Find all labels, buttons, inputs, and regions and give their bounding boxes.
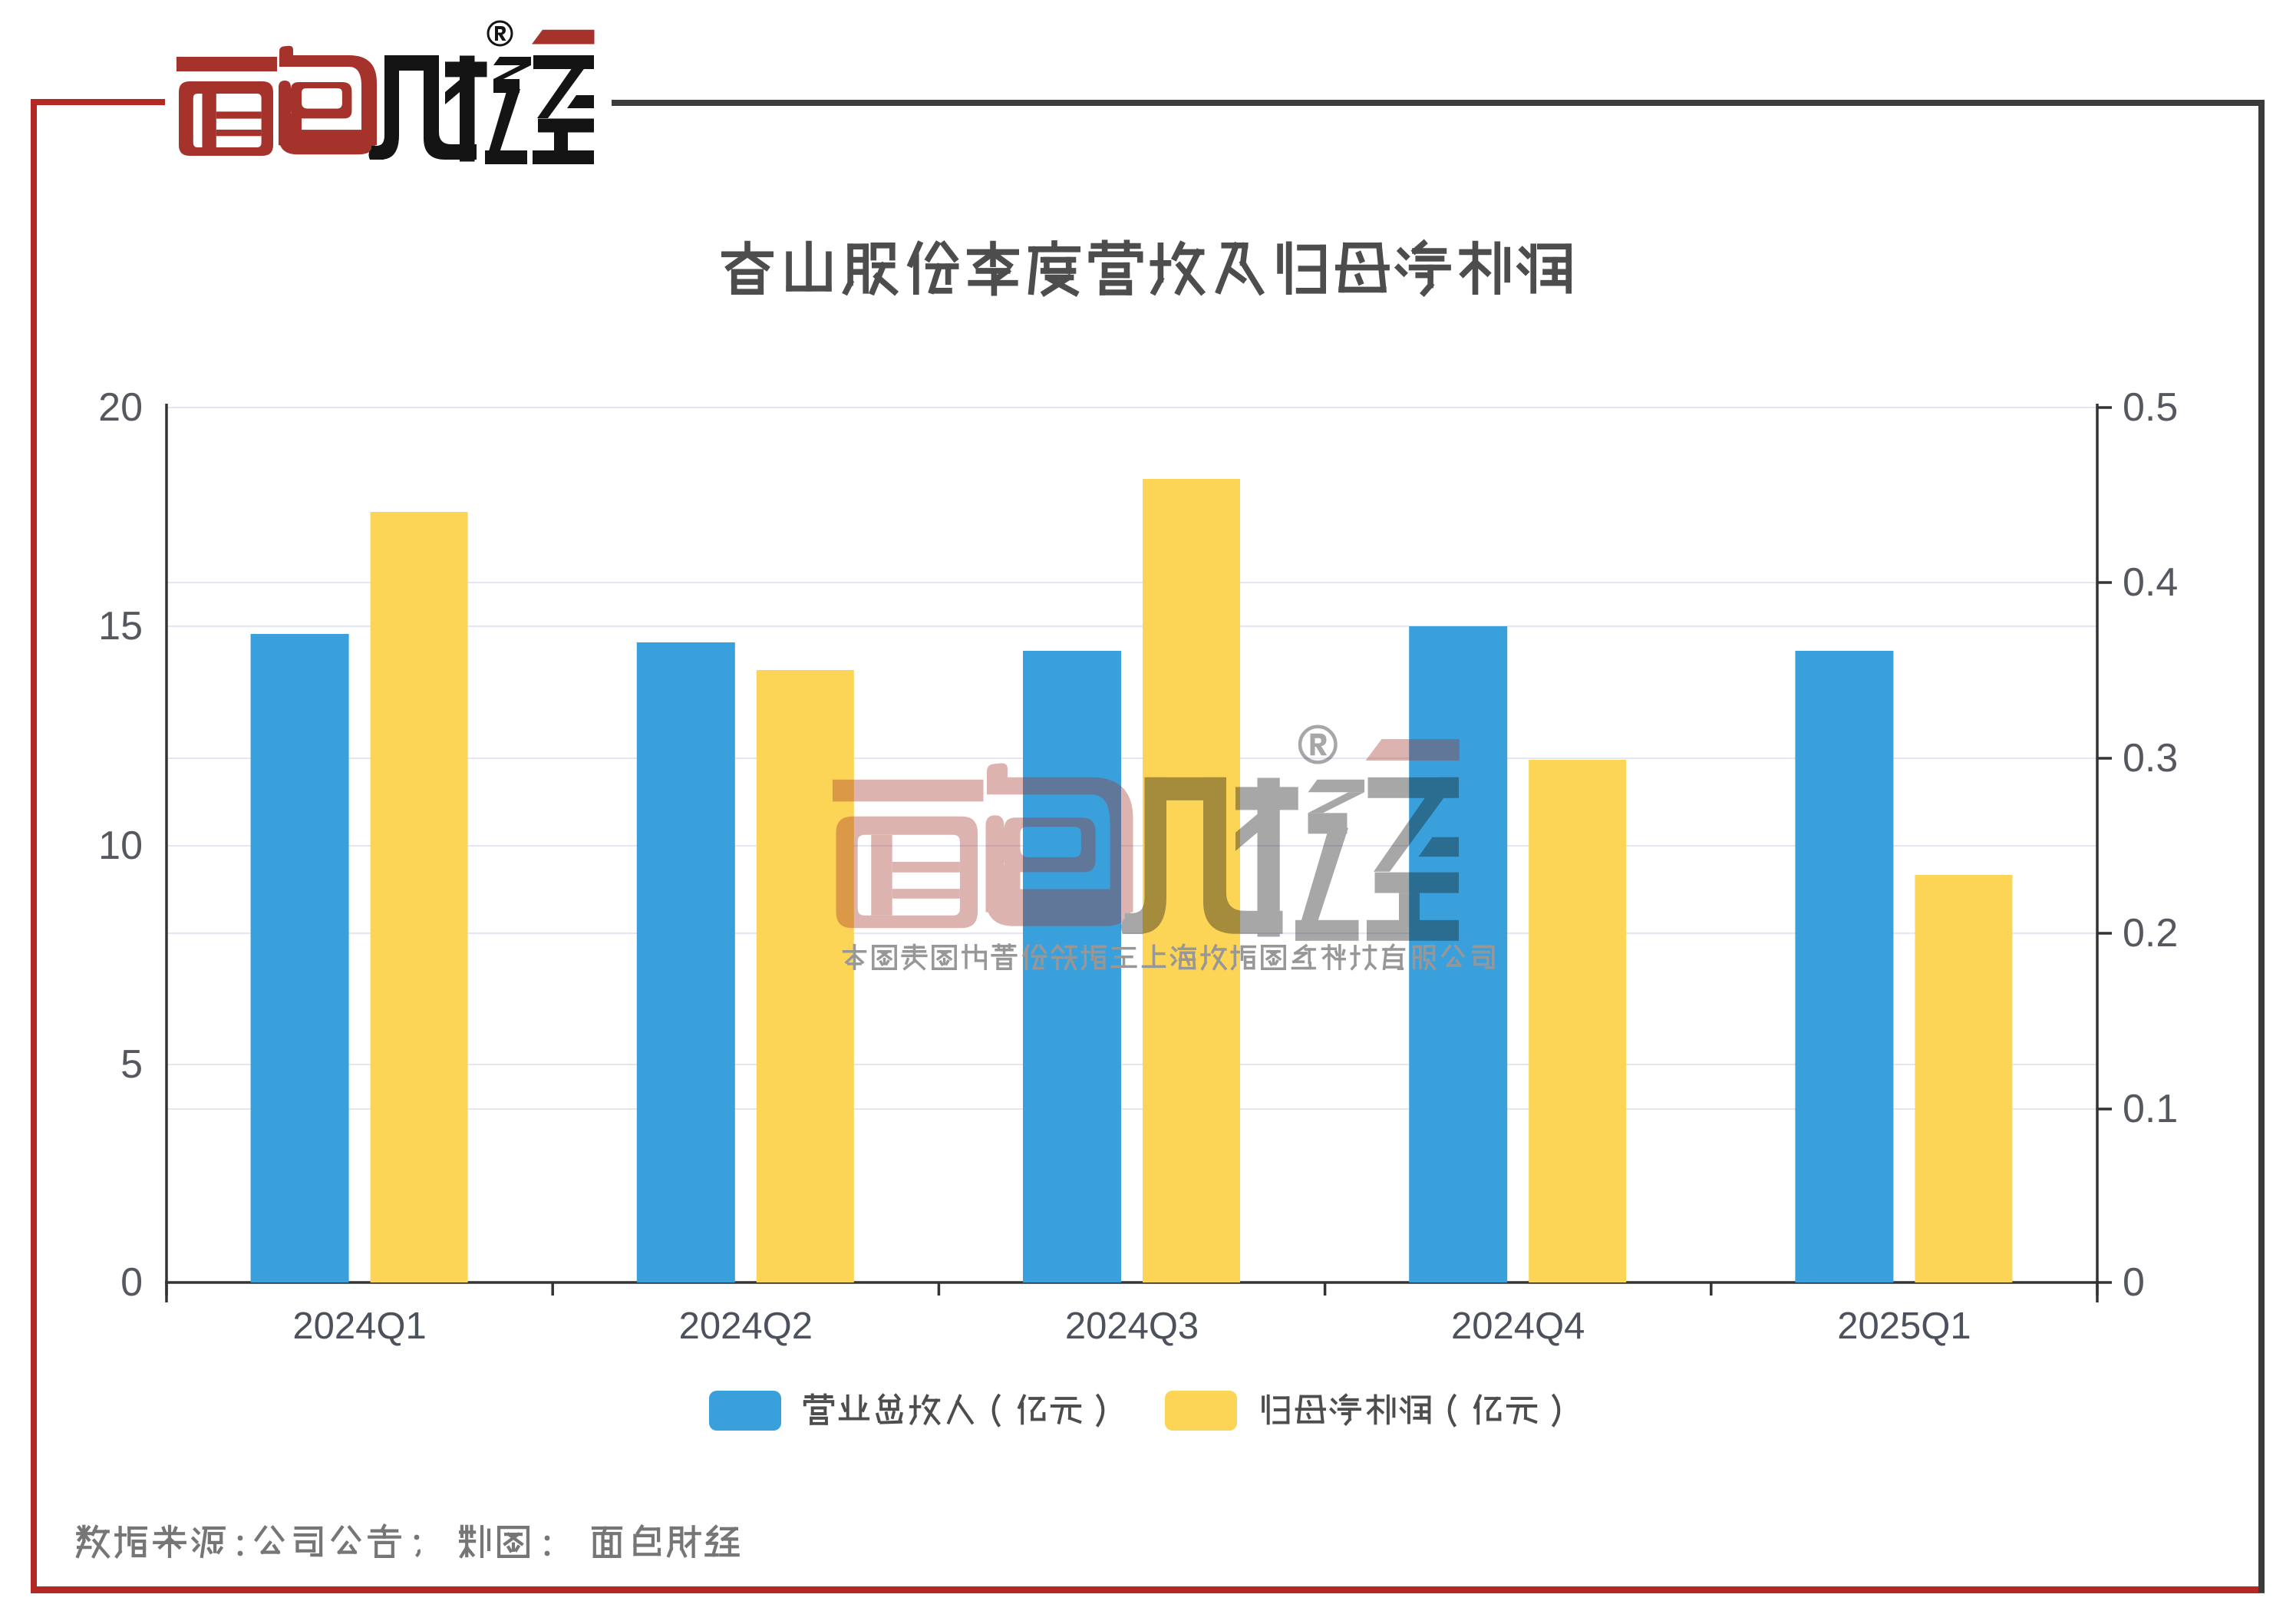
svg-text:2024Q4: 2024Q4	[1451, 1305, 1585, 1347]
svg-text:15: 15	[98, 604, 143, 649]
svg-text:2024Q3: 2024Q3	[1065, 1305, 1199, 1347]
svg-text:0: 0	[120, 1260, 143, 1305]
svg-text:10: 10	[98, 824, 143, 868]
svg-text:20: 20	[98, 385, 143, 430]
svg-text:0.2: 0.2	[2123, 911, 2178, 956]
svg-text:0.4: 0.4	[2123, 560, 2178, 605]
svg-text:0.5: 0.5	[2123, 385, 2178, 430]
svg-text:0.1: 0.1	[2123, 1087, 2178, 1131]
svg-text:2024Q2: 2024Q2	[679, 1305, 813, 1347]
svg-text:2025Q1: 2025Q1	[1837, 1305, 1971, 1347]
svg-text:5: 5	[120, 1042, 143, 1087]
svg-text:0.3: 0.3	[2123, 736, 2178, 781]
svg-text:2024Q1: 2024Q1	[292, 1305, 426, 1347]
svg-text:0: 0	[2123, 1260, 2145, 1305]
